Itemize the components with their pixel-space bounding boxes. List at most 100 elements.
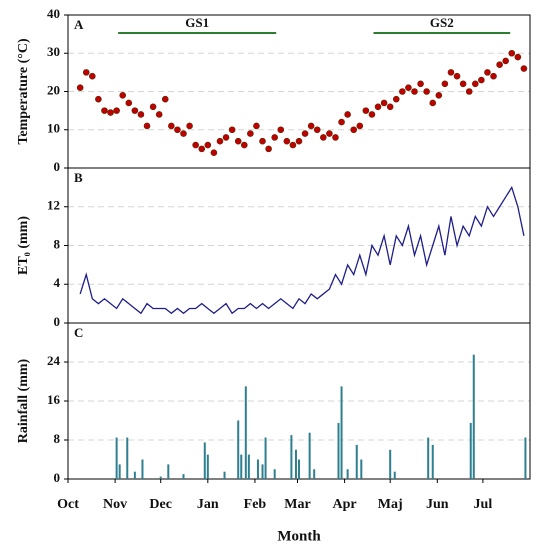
- rainfall-bar: [431, 444, 434, 479]
- x-tick-label: Oct: [57, 497, 79, 512]
- rainfall-bar: [167, 464, 170, 479]
- temperature-point: [89, 72, 96, 80]
- temperature-point: [320, 134, 327, 141]
- temperature-point: [362, 107, 370, 114]
- rainfall-bar: [206, 454, 209, 479]
- temperature-point: [295, 137, 303, 145]
- rainfall-bar: [244, 386, 247, 479]
- temperature-point: [344, 111, 351, 118]
- x-tick-label: Jul: [474, 497, 493, 512]
- x-tick-label: Nov: [103, 497, 127, 512]
- panel-letter: A: [74, 17, 84, 32]
- y-tick-label: 16: [47, 392, 61, 407]
- temperature-point: [441, 80, 449, 88]
- temperature-point: [271, 134, 278, 141]
- rainfall-bar: [337, 422, 340, 479]
- temperature-point: [380, 99, 388, 107]
- rainfall-bar: [126, 437, 129, 479]
- temperature-point: [332, 134, 339, 141]
- temperature-point: [435, 92, 443, 99]
- y-axis-label: Temperature (°C): [16, 38, 31, 145]
- temperature-point: [301, 130, 309, 137]
- temperature-point: [326, 130, 333, 137]
- temperature-point: [168, 122, 175, 130]
- temperature-point: [265, 145, 272, 153]
- temperature-point: [490, 72, 497, 80]
- rainfall-bar: [294, 449, 297, 479]
- temperature-point: [76, 84, 84, 91]
- temperature-point: [107, 109, 114, 116]
- temperature-point: [350, 126, 358, 134]
- temperature-point: [259, 137, 266, 145]
- x-tick-label: Jun: [426, 497, 449, 512]
- rainfall-bar: [524, 437, 527, 479]
- rainfall-bar: [472, 354, 475, 479]
- temperature-point: [459, 80, 467, 88]
- rainfall-bar: [261, 464, 264, 479]
- temperature-point: [465, 88, 473, 95]
- temperature-point: [453, 72, 461, 80]
- rainfall-bar: [182, 474, 185, 479]
- temperature-point: [119, 92, 127, 99]
- rainfall-bar: [290, 435, 293, 479]
- temperature-point: [338, 118, 345, 126]
- rainfall-bar: [203, 442, 206, 479]
- temperature-point: [247, 130, 254, 137]
- temperature-point: [368, 111, 376, 118]
- y-tick-label: 10: [47, 121, 60, 136]
- rainfall-bar: [247, 454, 250, 479]
- temperature-point: [429, 99, 437, 107]
- growing-season-label: GS1: [185, 15, 209, 30]
- temperature-point: [307, 122, 315, 130]
- temperature-point: [484, 69, 491, 76]
- temperature-point: [101, 107, 108, 114]
- temperature-point: [447, 69, 455, 76]
- temperature-point: [82, 69, 90, 76]
- temperature-point: [210, 149, 218, 156]
- growing-season-label: GS2: [430, 15, 454, 30]
- x-tick-label: Maj: [378, 497, 403, 512]
- y-tick-label: 24: [47, 353, 61, 368]
- x-axis-label: Month: [277, 528, 321, 544]
- rainfall-bar: [240, 454, 243, 479]
- rainfall-bar: [340, 386, 343, 479]
- temperature-point: [399, 88, 406, 95]
- temperature-point: [423, 88, 430, 95]
- temperature-point: [283, 137, 291, 145]
- temperature-point: [180, 130, 187, 137]
- y-tick-label: 30: [47, 44, 60, 59]
- temperature-point: [502, 57, 509, 65]
- temperature-point: [386, 103, 394, 111]
- rainfall-bar: [469, 422, 472, 479]
- temperature-point: [234, 137, 242, 145]
- rainfall-bar: [355, 444, 358, 479]
- panel-letter: B: [74, 170, 83, 185]
- temperature-point: [143, 122, 151, 130]
- temperature-point: [253, 122, 260, 130]
- temperature-point: [392, 95, 400, 103]
- x-tick-label: Mar: [284, 497, 310, 512]
- temperature-point: [356, 122, 364, 130]
- y-tick-label: 8: [54, 431, 61, 446]
- et0-line: [79, 185, 525, 315]
- rainfall-bar: [308, 432, 311, 479]
- temperature-point: [496, 61, 503, 69]
- rainfall-bar: [237, 420, 240, 479]
- temperature-point: [411, 88, 418, 95]
- temperature-point: [125, 99, 133, 107]
- temperature-point: [228, 126, 236, 134]
- x-tick-label: Apr: [333, 497, 357, 512]
- rainfall-bar: [141, 459, 144, 479]
- y-tick-label: 4: [54, 275, 61, 290]
- temperature-point: [155, 111, 163, 118]
- temperature-point: [149, 103, 157, 111]
- temperature-point: [417, 80, 424, 88]
- y-tick-label: 40: [47, 6, 60, 21]
- temperature-point: [520, 65, 528, 72]
- temperature-point: [216, 137, 224, 145]
- rainfall-bar: [313, 469, 316, 479]
- rainfall-bar: [389, 449, 392, 479]
- rainfall-bar: [223, 471, 226, 479]
- panel-letter: C: [74, 325, 83, 340]
